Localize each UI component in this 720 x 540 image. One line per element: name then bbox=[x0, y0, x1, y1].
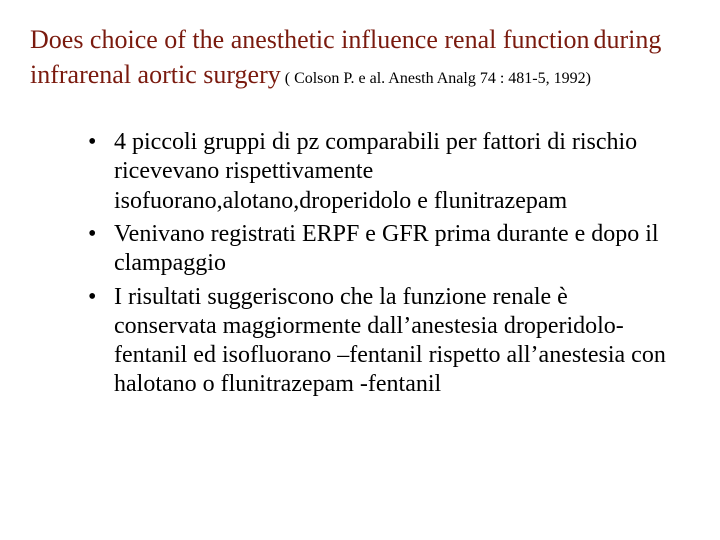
slide-container: Does choice of the anesthetic influence … bbox=[0, 0, 720, 540]
list-item: Venivano registrati ERPF e GFR prima dur… bbox=[88, 220, 676, 279]
bullet-text: 4 piccoli gruppi di pz comparabili per f… bbox=[114, 129, 637, 214]
bullet-list: 4 piccoli gruppi di pz comparabili per f… bbox=[30, 128, 690, 399]
bullet-text: I risultati suggeriscono che la funzione… bbox=[114, 284, 666, 398]
list-item: 4 piccoli gruppi di pz comparabili per f… bbox=[88, 128, 676, 216]
list-item: I risultati suggeriscono che la funzione… bbox=[88, 283, 676, 400]
slide-title-block: Does choice of the anesthetic influence … bbox=[30, 22, 690, 92]
title-line-1: Does choice of the anesthetic influence … bbox=[30, 25, 589, 54]
bullet-text: Venivano registrati ERPF e GFR prima dur… bbox=[114, 221, 659, 276]
title-citation: ( Colson P. e al. Anesth Analg 74 : 481-… bbox=[281, 70, 591, 87]
